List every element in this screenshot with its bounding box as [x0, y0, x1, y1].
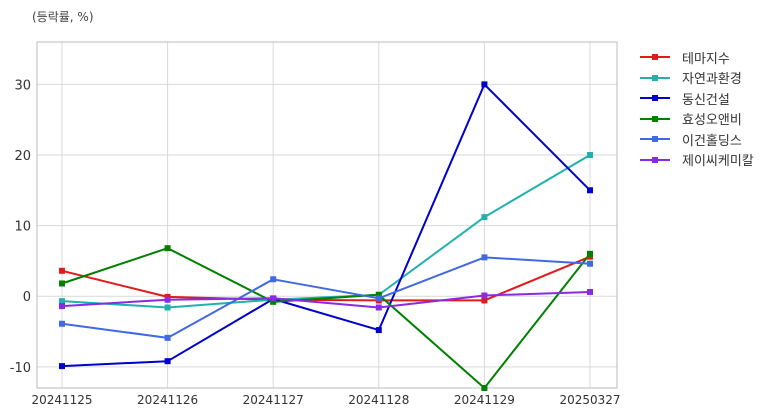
data-point: [270, 276, 277, 283]
y-tick-label: 20: [14, 149, 31, 164]
legend-label: 테마지수: [682, 51, 730, 67]
data-point: [375, 291, 382, 298]
legend-label: 자연과환경: [682, 72, 742, 87]
x-axis: 20241125 20241126 20241127 20241128 20241129…: [31, 393, 620, 407]
plot-border: [36, 41, 618, 389]
y-tick-label: 0: [23, 290, 31, 305]
data-point: [375, 295, 382, 302]
unit-label: (등락률, %): [32, 10, 94, 24]
data-point: [59, 267, 65, 274]
data-point: [59, 280, 65, 287]
data-point: [481, 81, 488, 88]
legend-label: 이건홀딩스: [682, 133, 742, 149]
legend-label: 동신건설: [682, 92, 730, 108]
data-point: [59, 320, 65, 327]
y-tick-label: 30: [14, 78, 31, 93]
data-point: [375, 304, 382, 311]
series-line-5: [61, 256, 591, 339]
series-line-3: [61, 83, 591, 368]
series-markers: [59, 81, 593, 391]
legend-item[interactable]: 자연과환경: [640, 68, 754, 88]
legend-swatch: [640, 154, 670, 166]
series-line-2: [61, 154, 591, 309]
data-point: [270, 298, 277, 305]
x-tick-label: 20241129: [454, 393, 515, 407]
data-point: [164, 358, 171, 365]
data-point: [481, 254, 488, 261]
data-point: [164, 304, 171, 311]
legend-swatch: [640, 92, 670, 104]
legend-swatch: [640, 133, 670, 145]
legend-item[interactable]: 효성오앤비: [640, 109, 754, 129]
data-point: [587, 288, 593, 295]
data-point: [587, 260, 593, 267]
data-point: [375, 327, 382, 334]
legend-label: 효성오앤비: [682, 113, 742, 128]
data-point: [587, 187, 593, 194]
x-tick-label: 20241128: [348, 393, 409, 407]
series-line-4: [61, 247, 591, 389]
y-tick-label: 10: [14, 220, 31, 235]
data-point: [59, 363, 65, 370]
legend-swatch: [640, 113, 670, 125]
x-tick-label: 20241126: [137, 393, 198, 407]
legend-label: 제이씨케미칼: [682, 154, 754, 169]
legend-item[interactable]: 제이씨케미칼: [640, 150, 754, 170]
data-point: [164, 334, 171, 341]
series-line-6: [61, 291, 591, 309]
data-point: [481, 214, 488, 221]
y-tick-label: -10: [10, 361, 31, 376]
data-point: [59, 298, 65, 305]
series-line-1: [61, 255, 591, 302]
legend-item[interactable]: 동신건설: [640, 88, 754, 108]
data-point: [59, 303, 65, 310]
legend-swatch: [640, 72, 670, 84]
data-point: [481, 292, 488, 299]
legend-swatch: [640, 51, 670, 63]
plot-frame: [36, 41, 618, 389]
data-point: [481, 385, 488, 391]
legend-item[interactable]: 이건홀딩스: [640, 129, 754, 149]
data-point: [164, 245, 171, 252]
grid: [37, 42, 617, 388]
x-tick-label: 20241125: [31, 393, 92, 407]
x-tick-label: 20241127: [243, 393, 304, 407]
x-tick-label: 20250327: [559, 393, 620, 407]
data-point: [587, 151, 593, 158]
data-point: [587, 250, 593, 257]
data-point: [270, 295, 277, 302]
y-axis: -10 0 10 20 30: [10, 78, 31, 375]
series-lines: [61, 83, 591, 389]
data-point: [164, 296, 171, 303]
data-point: [481, 297, 488, 304]
legend-item[interactable]: 테마지수: [640, 47, 754, 67]
